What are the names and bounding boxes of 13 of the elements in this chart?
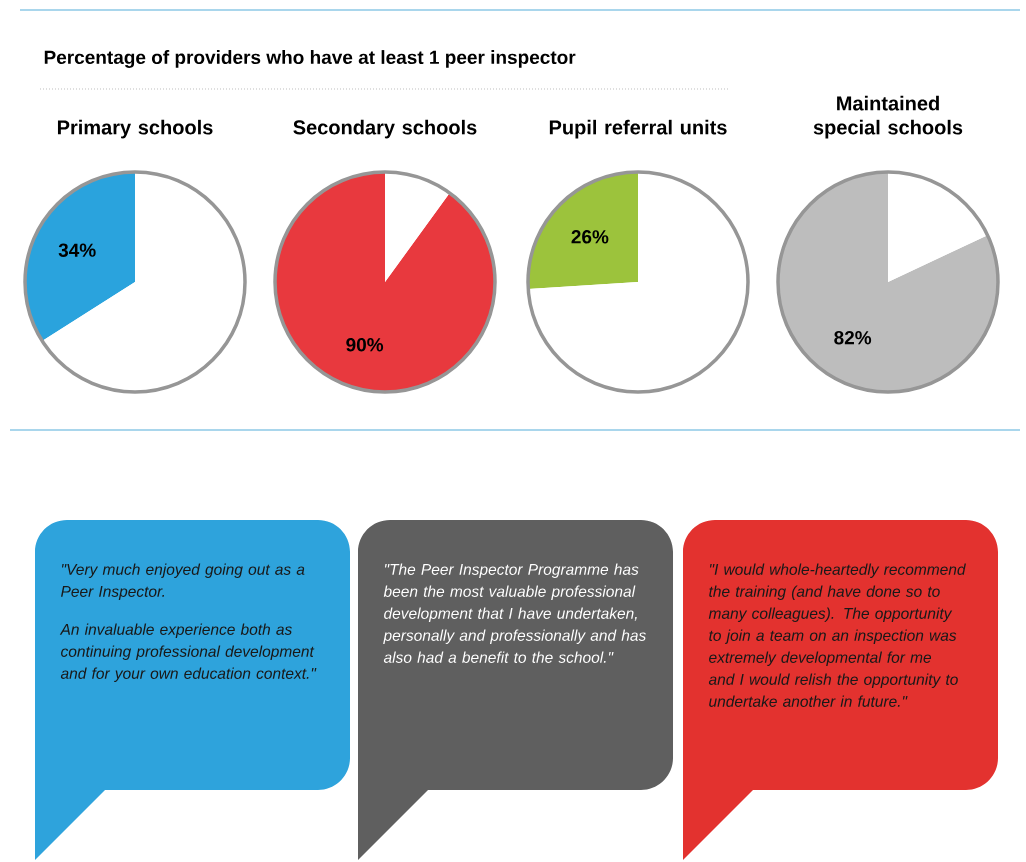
data-label: 90% [346, 338, 384, 352]
chart-title: Pupil referral units [549, 119, 727, 139]
data-label: 26% [571, 230, 609, 244]
chart-title: Maintained special schools [813, 95, 963, 139]
text: "The Peer Inspector Programme has been the most valuable professional development that I have undertaken, personally and professionally and has also had a benefit to the school." [383, 563, 646, 663]
text: An invaluable experience both as continuing professional development and for your own education context." [59, 623, 317, 682]
text: "Very much enjoyed going out as a Peer Inspector. [61, 563, 305, 600]
data-label: 34% [58, 243, 96, 257]
chart-title: Primary schools [57, 119, 213, 139]
chart-title: Secondary schools [293, 119, 477, 139]
text: Percentage of providers who have at least 1 peer inspector [44, 50, 576, 68]
data-label: 82% [834, 330, 872, 345]
text: "I would whole-heartedly recommend the training (and have done so to many colleagues). The opportunity to join a team on an inspection was extremely developmental for me and I would relish the opportunity to undertake another in future." [708, 563, 966, 707]
